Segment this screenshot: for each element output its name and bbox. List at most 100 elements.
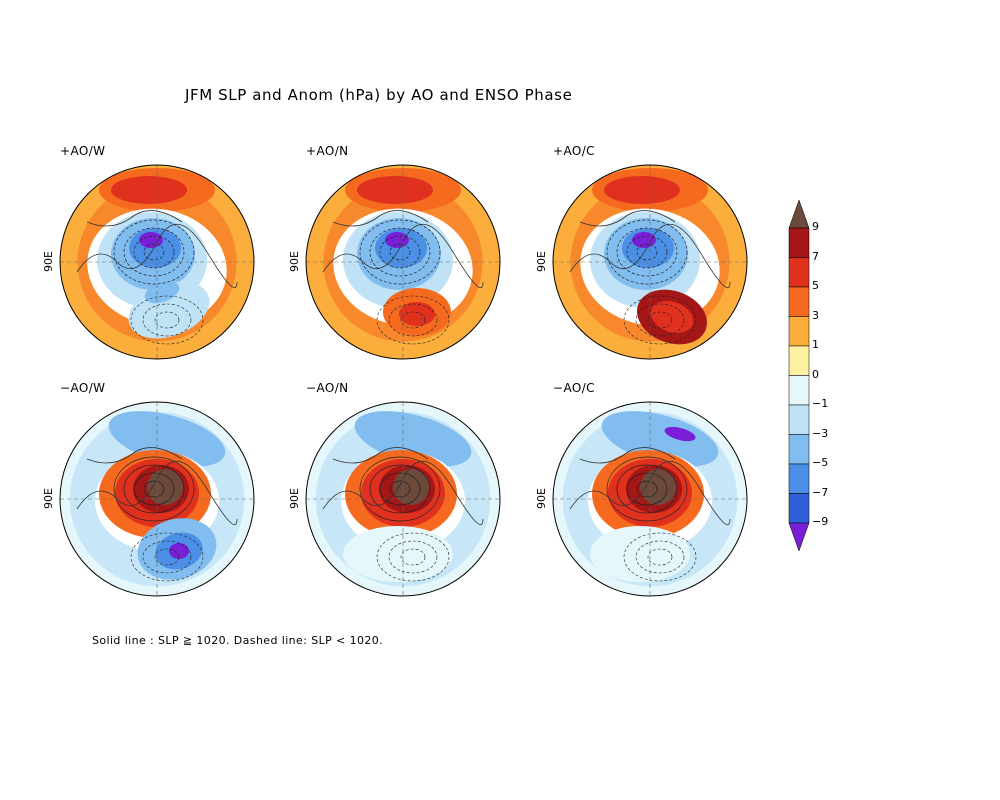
colorbar-segment — [788, 463, 810, 494]
slp-contour — [376, 532, 450, 582]
pacific-low — [590, 526, 690, 582]
colorbar-tick-label: −1 — [812, 397, 829, 410]
slp-contour — [130, 532, 204, 582]
anomaly-high — [147, 469, 183, 505]
map-border — [59, 164, 255, 360]
coastline — [569, 461, 731, 525]
colorbar-tick-label: −9 — [812, 515, 829, 528]
longitude-label: 90E — [287, 251, 301, 272]
slp-contour — [606, 219, 688, 285]
colorbar-segment — [788, 404, 810, 435]
colorbar-tick-label: 5 — [812, 279, 819, 292]
polar-map — [59, 401, 255, 597]
colorbar-tick-label: 9 — [812, 220, 819, 233]
slp-contour — [154, 311, 180, 329]
slp-contour — [379, 235, 421, 269]
slp-contour — [130, 295, 204, 345]
map-border — [305, 164, 501, 360]
pacific-low — [343, 526, 453, 582]
polar-map — [305, 401, 501, 597]
slp-contour — [123, 227, 185, 277]
slp-contour — [154, 548, 180, 566]
slp-contour — [647, 548, 673, 566]
coastline — [579, 447, 676, 464]
polar-map — [552, 401, 748, 597]
slp-contour — [636, 480, 658, 498]
coastline — [579, 210, 676, 227]
slp-contour — [616, 464, 678, 514]
coastline — [332, 210, 429, 227]
coastline — [86, 210, 183, 227]
coastline — [86, 447, 183, 464]
contour-note: Solid line : SLP ≧ 1020. Dashed line: SL… — [92, 634, 384, 647]
map-border — [305, 401, 501, 597]
colorbar-segment — [788, 227, 810, 258]
anomaly-high — [640, 469, 676, 505]
coastline — [322, 461, 484, 525]
colorbar-top-arrow — [788, 199, 810, 229]
slp-contour — [369, 227, 431, 277]
colorbar-segment — [788, 493, 810, 524]
slp-contour — [635, 303, 685, 337]
slp-contour — [636, 243, 658, 261]
colorbar — [788, 199, 810, 552]
slp-contour — [388, 303, 438, 337]
anomaly-high — [393, 469, 429, 505]
colorbar-segment — [788, 316, 810, 347]
polar-map — [305, 164, 501, 360]
longitude-label: 90E — [534, 251, 548, 272]
polar-map — [59, 164, 255, 360]
colorbar-tick-label: 7 — [812, 249, 819, 263]
pacific-low — [169, 543, 189, 559]
slp-contour — [400, 548, 426, 566]
pacific-low — [144, 280, 180, 304]
panel-label: +AO/W — [60, 144, 106, 158]
coastline — [322, 224, 484, 288]
colorbar-tick-label: 0 — [812, 367, 819, 381]
panel-label: −AO/N — [306, 381, 349, 395]
slp-contour — [623, 532, 697, 582]
slp-contour — [376, 295, 450, 345]
slp-contour — [133, 235, 175, 269]
slp-contour — [143, 480, 165, 498]
slp-contour — [626, 235, 668, 269]
colorbar-segment — [788, 345, 810, 376]
coastline — [569, 224, 731, 288]
colorbar-tick-label: −7 — [812, 485, 829, 499]
slp-contour — [388, 540, 438, 574]
longitude-label: 90E — [41, 251, 55, 272]
colorbar-tick-label: −3 — [812, 426, 829, 440]
slp-contour — [133, 472, 175, 506]
figure-title: JFM SLP and Anom (hPa) by AO and ENSO Ph… — [185, 86, 573, 104]
panel-label: −AO/W — [60, 381, 106, 395]
slp-contour — [379, 472, 421, 506]
slp-contour — [626, 472, 668, 506]
slp-contour — [143, 243, 165, 261]
colorbar-bottom-arrow — [788, 522, 810, 552]
slp-contour — [113, 456, 195, 522]
slp-contour — [359, 456, 441, 522]
slp-contour — [369, 464, 431, 514]
map-border — [59, 401, 255, 597]
slp-contour — [623, 295, 697, 345]
anomaly-high — [604, 176, 680, 204]
polar-map — [552, 164, 748, 360]
slp-contour — [359, 219, 441, 285]
panel-label: −AO/C — [553, 381, 595, 395]
slp-contour — [616, 227, 678, 277]
colorbar-segment — [788, 434, 810, 465]
longitude-label: 90E — [41, 488, 55, 509]
slp-contour — [142, 303, 192, 337]
panel-label: +AO/C — [553, 144, 595, 158]
slp-contour — [389, 243, 411, 261]
slp-contour — [113, 219, 195, 285]
pacific-high — [399, 302, 435, 326]
panel-label: +AO/N — [306, 144, 349, 158]
colorbar-segment — [788, 257, 810, 288]
longitude-label: 90E — [287, 488, 301, 509]
coastline — [76, 224, 238, 288]
colorbar-segment — [788, 286, 810, 317]
slp-contour — [123, 464, 185, 514]
map-border — [552, 164, 748, 360]
coastline — [76, 461, 238, 525]
